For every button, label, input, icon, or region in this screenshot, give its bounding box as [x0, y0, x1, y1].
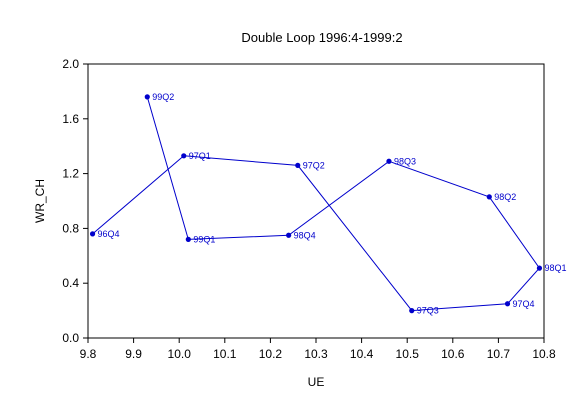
data-label-98q2: 98Q2 — [494, 192, 516, 202]
data-label-98q4: 98Q4 — [294, 230, 316, 240]
y-tick-label: 0.4 — [62, 276, 79, 290]
series-layer: 96Q4 97Q1 97Q2 97Q3 97Q4 98Q1 98Q2 98Q3 98Q4 99Q1… — [89, 92, 566, 316]
x-tick-label: 9.8 — [80, 347, 97, 361]
data-point-98q1 — [536, 265, 543, 271]
plot-frame — [87, 63, 545, 339]
y-axis: 0.0 0.4 0.8 1.2 1.6 2.0 — [62, 57, 88, 345]
data-point-97q2 — [295, 162, 301, 168]
data-label-97q3: 97Q3 — [417, 306, 439, 316]
x-tick-label: 10.1 — [213, 347, 237, 361]
data-label-97q1: 97Q1 — [189, 151, 211, 161]
x-axis-title: UE — [308, 375, 325, 389]
x-tick-label: 10.3 — [304, 347, 328, 361]
data-label-96q4: 96Q4 — [98, 229, 120, 239]
data-label-97q2: 97Q2 — [303, 160, 325, 170]
y-tick-label: 0.0 — [62, 331, 79, 345]
series-line — [92, 96, 541, 312]
data-point-96q4 — [89, 231, 96, 237]
data-point-97q1 — [181, 153, 187, 159]
x-tick-label: 10.8 — [532, 347, 556, 361]
x-axis: 9.8 9.9 10.0 10.1 10.2 10.3 10.4 10.5 10.6 10.7 10… — [80, 338, 556, 361]
data-point-99q1 — [185, 236, 191, 242]
data-label-97q4: 97Q4 — [513, 299, 535, 309]
x-tick-label: 10.2 — [259, 347, 283, 361]
data-point-98q3 — [386, 158, 392, 164]
x-tick-label: 10.6 — [441, 347, 465, 361]
y-tick-label: 0.8 — [62, 221, 79, 235]
data-point-99q2 — [144, 94, 150, 100]
data-point-98q2 — [486, 194, 492, 200]
data-label-98q1: 98Q1 — [544, 263, 566, 273]
data-point-98q4 — [286, 232, 292, 238]
data-label-99q2: 99Q2 — [152, 92, 174, 102]
y-tick-label: 1.6 — [62, 112, 79, 126]
data-label-99q1: 99Q1 — [193, 234, 215, 244]
x-tick-label: 10.0 — [168, 347, 192, 361]
data-point-97q4 — [504, 301, 511, 307]
x-tick-label: 10.7 — [487, 347, 511, 361]
y-tick-label: 1.2 — [62, 167, 79, 181]
data-label-98q3: 98Q3 — [394, 156, 416, 166]
x-tick-label: 9.9 — [125, 347, 142, 361]
chart-title: Double Loop 1996:4-1999:2 — [241, 30, 402, 45]
data-point-97q3 — [409, 308, 415, 314]
x-tick-label: 10.5 — [396, 347, 420, 361]
y-axis-title: WR_CH — [33, 179, 47, 223]
y-tick-label: 2.0 — [62, 57, 79, 71]
x-tick-label: 10.4 — [350, 347, 374, 361]
